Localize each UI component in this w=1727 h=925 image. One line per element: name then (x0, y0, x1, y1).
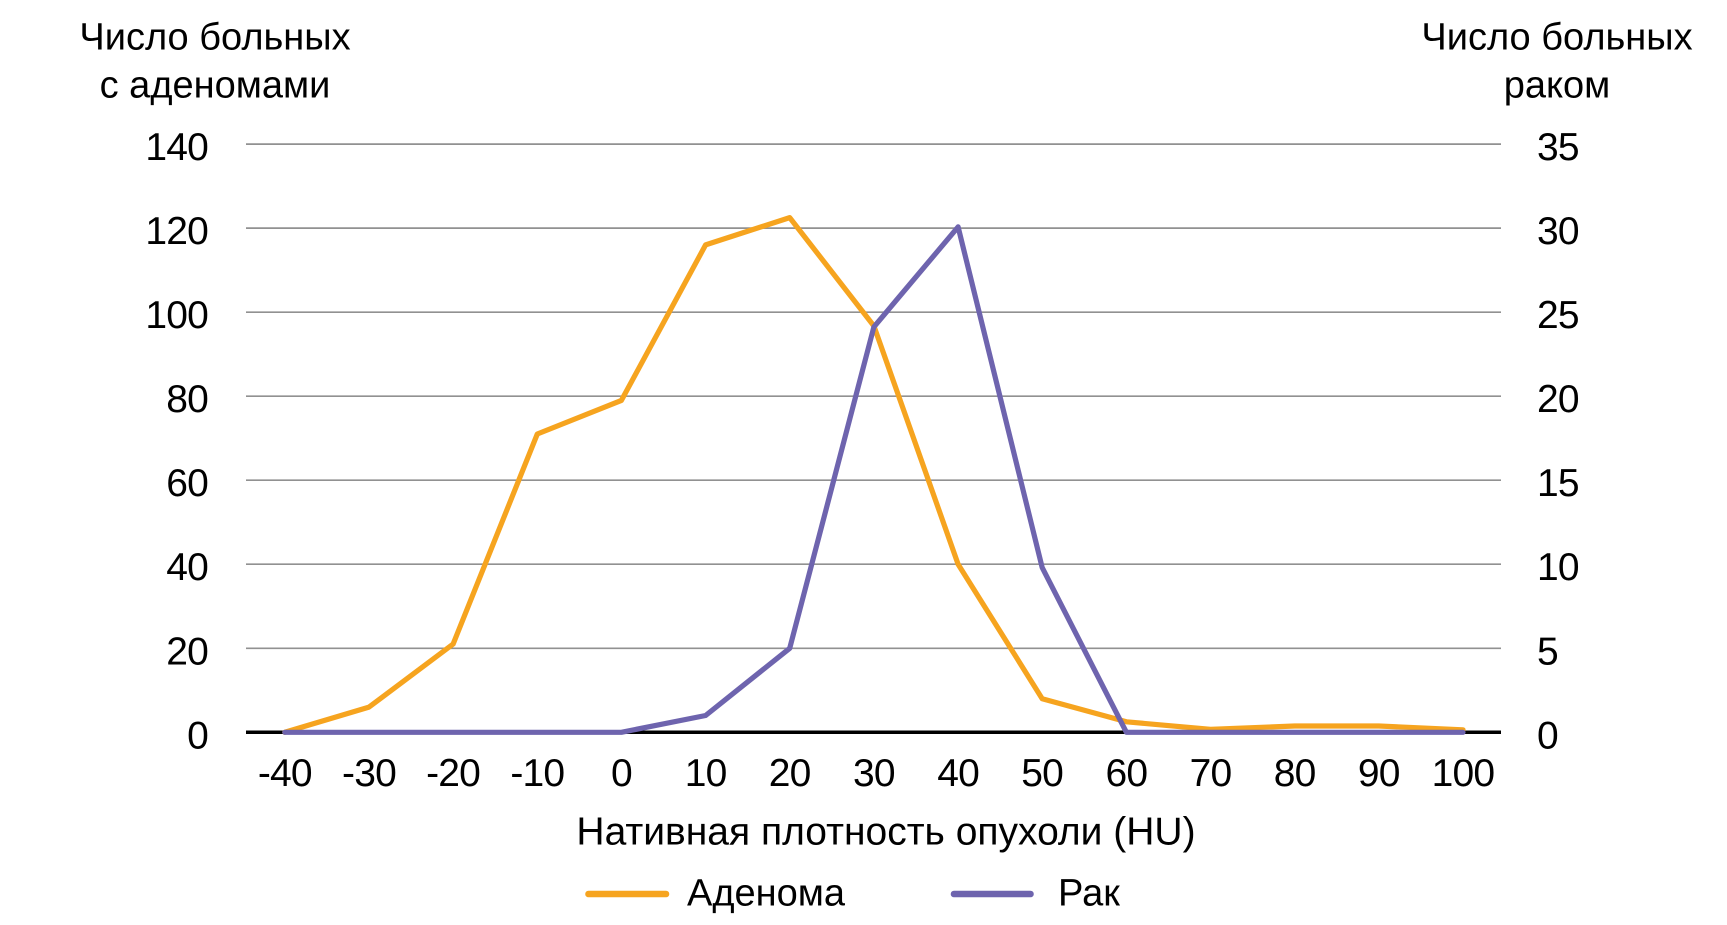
svg-text:80: 80 (1274, 752, 1316, 795)
svg-text:20: 20 (166, 630, 208, 673)
svg-text:30: 30 (1537, 210, 1579, 253)
svg-text:100: 100 (1432, 752, 1495, 795)
svg-text:раком: раком (1504, 65, 1611, 107)
svg-text:с аденомами: с аденомами (100, 65, 331, 107)
svg-text:Число больных: Число больных (1421, 17, 1692, 59)
svg-text:40: 40 (937, 752, 979, 795)
svg-text:60: 60 (166, 462, 208, 505)
svg-text:15: 15 (1537, 462, 1579, 505)
svg-text:120: 120 (145, 210, 208, 253)
svg-text:Аденома: Аденома (687, 873, 846, 915)
svg-text:Рак: Рак (1058, 873, 1120, 915)
svg-text:Нативная плотность опухоли (HU: Нативная плотность опухоли (HU) (576, 811, 1195, 854)
svg-text:90: 90 (1358, 752, 1400, 795)
svg-text:140: 140 (145, 126, 208, 169)
svg-text:Число больных: Число больных (79, 17, 350, 59)
svg-text:100: 100 (145, 294, 208, 337)
svg-text:35: 35 (1537, 126, 1579, 169)
svg-text:40: 40 (166, 546, 208, 589)
svg-text:5: 5 (1537, 630, 1558, 673)
svg-text:-40: -40 (258, 752, 312, 795)
svg-text:-30: -30 (342, 752, 396, 795)
svg-text:0: 0 (611, 752, 632, 795)
svg-text:0: 0 (1537, 714, 1558, 757)
svg-text:-10: -10 (510, 752, 564, 795)
svg-text:80: 80 (166, 378, 208, 421)
svg-text:10: 10 (1537, 546, 1579, 589)
svg-text:30: 30 (853, 752, 895, 795)
svg-text:0: 0 (187, 714, 208, 757)
svg-text:20: 20 (1537, 378, 1579, 421)
svg-text:50: 50 (1021, 752, 1063, 795)
svg-text:20: 20 (769, 752, 811, 795)
svg-text:60: 60 (1106, 752, 1148, 795)
svg-text:70: 70 (1190, 752, 1232, 795)
svg-text:10: 10 (685, 752, 727, 795)
svg-text:-20: -20 (426, 752, 480, 795)
svg-text:25: 25 (1537, 294, 1579, 337)
